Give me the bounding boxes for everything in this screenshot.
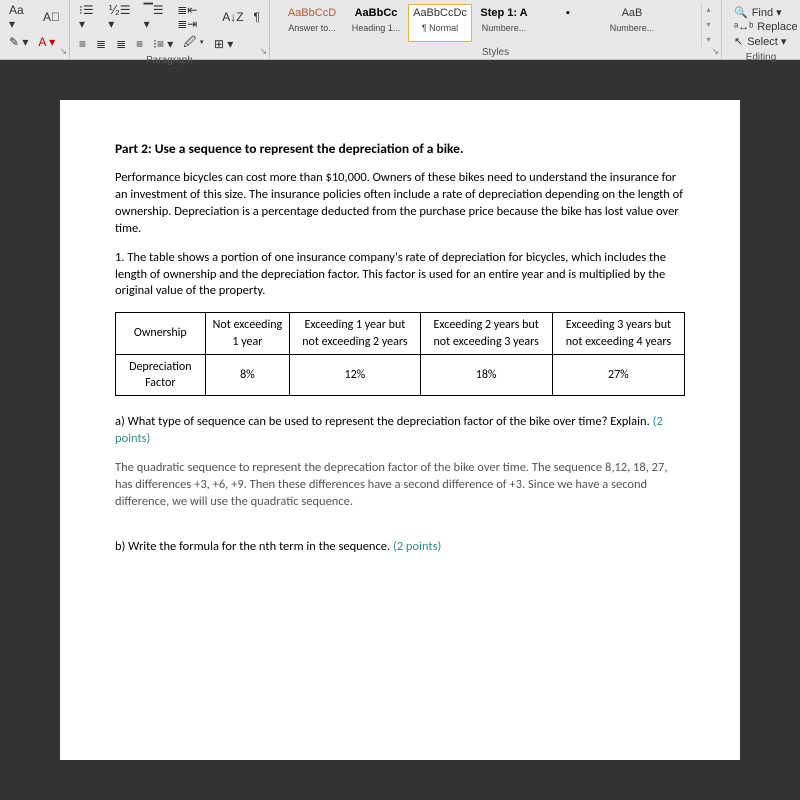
styles-group: AaBbCcDAnswer to...AaBbCcHeading 1...AaB… [270, 0, 722, 59]
style-preview: Step 1: A [473, 7, 535, 23]
factor-cell: 18% [420, 354, 552, 395]
factor-cell: 27% [552, 354, 684, 395]
style-scroll[interactable]: ▴ ▾ ▾ [701, 2, 715, 47]
col-header: Exceeding 1 year but not exceeding 2 yea… [290, 313, 420, 354]
change-case-button[interactable]: Aa ▾ [6, 2, 36, 32]
factor-cell: 8% [205, 354, 290, 395]
sort-button[interactable]: A↓Z [219, 9, 246, 25]
style-name: Numbere... [601, 23, 663, 33]
answer-a: The quadratic sequence to represent the … [115, 460, 685, 511]
intro-paragraph: Performance bicycles can cost more than … [115, 170, 685, 238]
word-window: Aa ▾ A⃥ ✎ ▾ A ▾ ↘ ⁝☰ ▾ ⅟₂☰ ▾ ▔☰ ▾ ≣⇤ ≣⇥ … [0, 0, 800, 800]
question-b-text: b) Write the formula for the nth term in… [115, 539, 390, 554]
find-button[interactable]: 🔍 Find ▾ [734, 6, 788, 19]
justify-button[interactable]: ≡ [133, 36, 146, 52]
find-label: Find ▾ [752, 6, 782, 19]
depreciation-table: Ownership Not exceeding 1 year Exceeding… [115, 312, 685, 396]
highlight-button[interactable]: ✎ ▾ [6, 34, 31, 50]
factor-label: Depreciation Factor [116, 354, 206, 395]
style-preview: AaBbCcDc [409, 7, 471, 23]
paragraph-dialog-launcher[interactable]: ↘ [259, 46, 267, 57]
replace-icon: ᵃ↔ᵇ [734, 21, 753, 33]
select-label: Select ▾ [747, 35, 786, 48]
line-spacing-button[interactable]: ⁝≡ ▾ [150, 36, 176, 52]
q1-intro-paragraph: 1. The table shows a portion of one insu… [115, 250, 685, 301]
styles-label: Styles [276, 47, 715, 59]
question-a: a) What type of sequence can be used to … [115, 414, 685, 448]
style-name: Answer to... [281, 23, 343, 33]
style-item[interactable]: AaBbCcDAnswer to... [280, 4, 344, 42]
style-gallery[interactable]: AaBbCcDAnswer to...AaBbCcHeading 1...AaB… [276, 2, 701, 47]
table-row: Depreciation Factor 8% 12% 18% 27% [116, 354, 685, 395]
font-color-button[interactable]: A ▾ [35, 34, 58, 50]
question-b: b) Write the formula for the nth term in… [115, 539, 685, 556]
style-name: Heading 1... [345, 23, 407, 33]
font-group: Aa ▾ A⃥ ✎ ▾ A ▾ ↘ [0, 0, 70, 59]
col-header: Exceeding 2 years but not exceeding 3 ye… [420, 313, 552, 354]
col-header: Not exceeding 1 year [205, 313, 290, 354]
question-b-points: (2 points) [393, 539, 441, 554]
style-item[interactable]: Step 1: ANumbere... [472, 4, 536, 42]
search-icon: 🔍 [734, 6, 748, 19]
cursor-icon: ↖ [734, 35, 743, 48]
multilevel-button[interactable]: ▔☰ ▾ [141, 2, 171, 32]
document-area[interactable]: Part 2: Use a sequence to represent the … [0, 60, 800, 800]
expand-gallery-icon[interactable]: ▾ [706, 35, 710, 44]
style-preview: AaB [601, 7, 663, 23]
paragraph-label: Paragraph [76, 55, 263, 67]
question-a-text: a) What type of sequence can be used to … [115, 414, 650, 429]
style-item[interactable]: ▪ [536, 4, 600, 42]
style-item[interactable]: AaBNumbere... [600, 4, 664, 42]
paragraph-row1: ⁝☰ ▾ ⅟₂☰ ▾ ▔☰ ▾ ≣⇤ ≣⇥ A↓Z ¶ [76, 2, 263, 32]
align-left-button[interactable]: ≡ [76, 36, 89, 52]
clear-formatting-button[interactable]: A⃥ [40, 9, 63, 25]
part2-heading: Part 2: Use a sequence to represent the … [115, 140, 685, 158]
shading-button[interactable]: 🖉 ▾ [180, 32, 207, 55]
style-preview: AaBbCc [345, 7, 407, 23]
editing-group: 🔍 Find ▾ ᵃ↔ᵇ Replace ↖ Select ▾ Editing [722, 0, 800, 59]
paragraph-row2: ≡ ≣ ≣ ≡ ⁝≡ ▾ 🖉 ▾ ⊞ ▾ [76, 32, 263, 55]
font-dialog-launcher[interactable]: ↘ [59, 46, 67, 57]
style-preview: ▪ [537, 7, 599, 23]
ribbon: Aa ▾ A⃥ ✎ ▾ A ▾ ↘ ⁝☰ ▾ ⅟₂☰ ▾ ▔☰ ▾ ≣⇤ ≣⇥ … [0, 0, 800, 60]
show-marks-button[interactable]: ¶ [251, 9, 263, 25]
paragraph-group: ⁝☰ ▾ ⅟₂☰ ▾ ▔☰ ▾ ≣⇤ ≣⇥ A↓Z ¶ ≡ ≣ ≣ ≡ ⁝≡ ▾… [70, 0, 270, 59]
align-right-button[interactable]: ≣ [113, 36, 129, 52]
style-item[interactable]: AaBbCcDc¶ Normal [408, 4, 472, 42]
page: Part 2: Use a sequence to represent the … [60, 100, 740, 760]
style-name: Numbere... [473, 23, 535, 33]
bullets-button[interactable]: ⁝☰ ▾ [76, 2, 101, 32]
editing-label: Editing [728, 52, 794, 64]
replace-label: Replace [757, 21, 797, 33]
styles-dialog-launcher[interactable]: ↘ [711, 46, 719, 57]
replace-button[interactable]: ᵃ↔ᵇ Replace [734, 21, 788, 33]
col-header: Exceeding 3 years but not exceeding 4 ye… [552, 313, 684, 354]
ownership-header: Ownership [116, 313, 206, 354]
style-name: ¶ Normal [409, 23, 471, 33]
align-center-button[interactable]: ≣ [93, 36, 109, 52]
style-preview: AaBbCcD [281, 7, 343, 23]
indent-buttons[interactable]: ≣⇤ ≣⇥ [174, 2, 215, 32]
chevron-up-icon[interactable]: ▴ [706, 5, 710, 14]
numbering-button[interactable]: ⅟₂☰ ▾ [105, 2, 136, 32]
factor-cell: 12% [290, 354, 420, 395]
select-button[interactable]: ↖ Select ▾ [734, 35, 788, 48]
chevron-down-icon[interactable]: ▾ [706, 20, 710, 29]
style-item[interactable]: AaBbCcHeading 1... [344, 4, 408, 42]
borders-button[interactable]: ⊞ ▾ [211, 36, 236, 52]
table-row: Ownership Not exceeding 1 year Exceeding… [116, 313, 685, 354]
